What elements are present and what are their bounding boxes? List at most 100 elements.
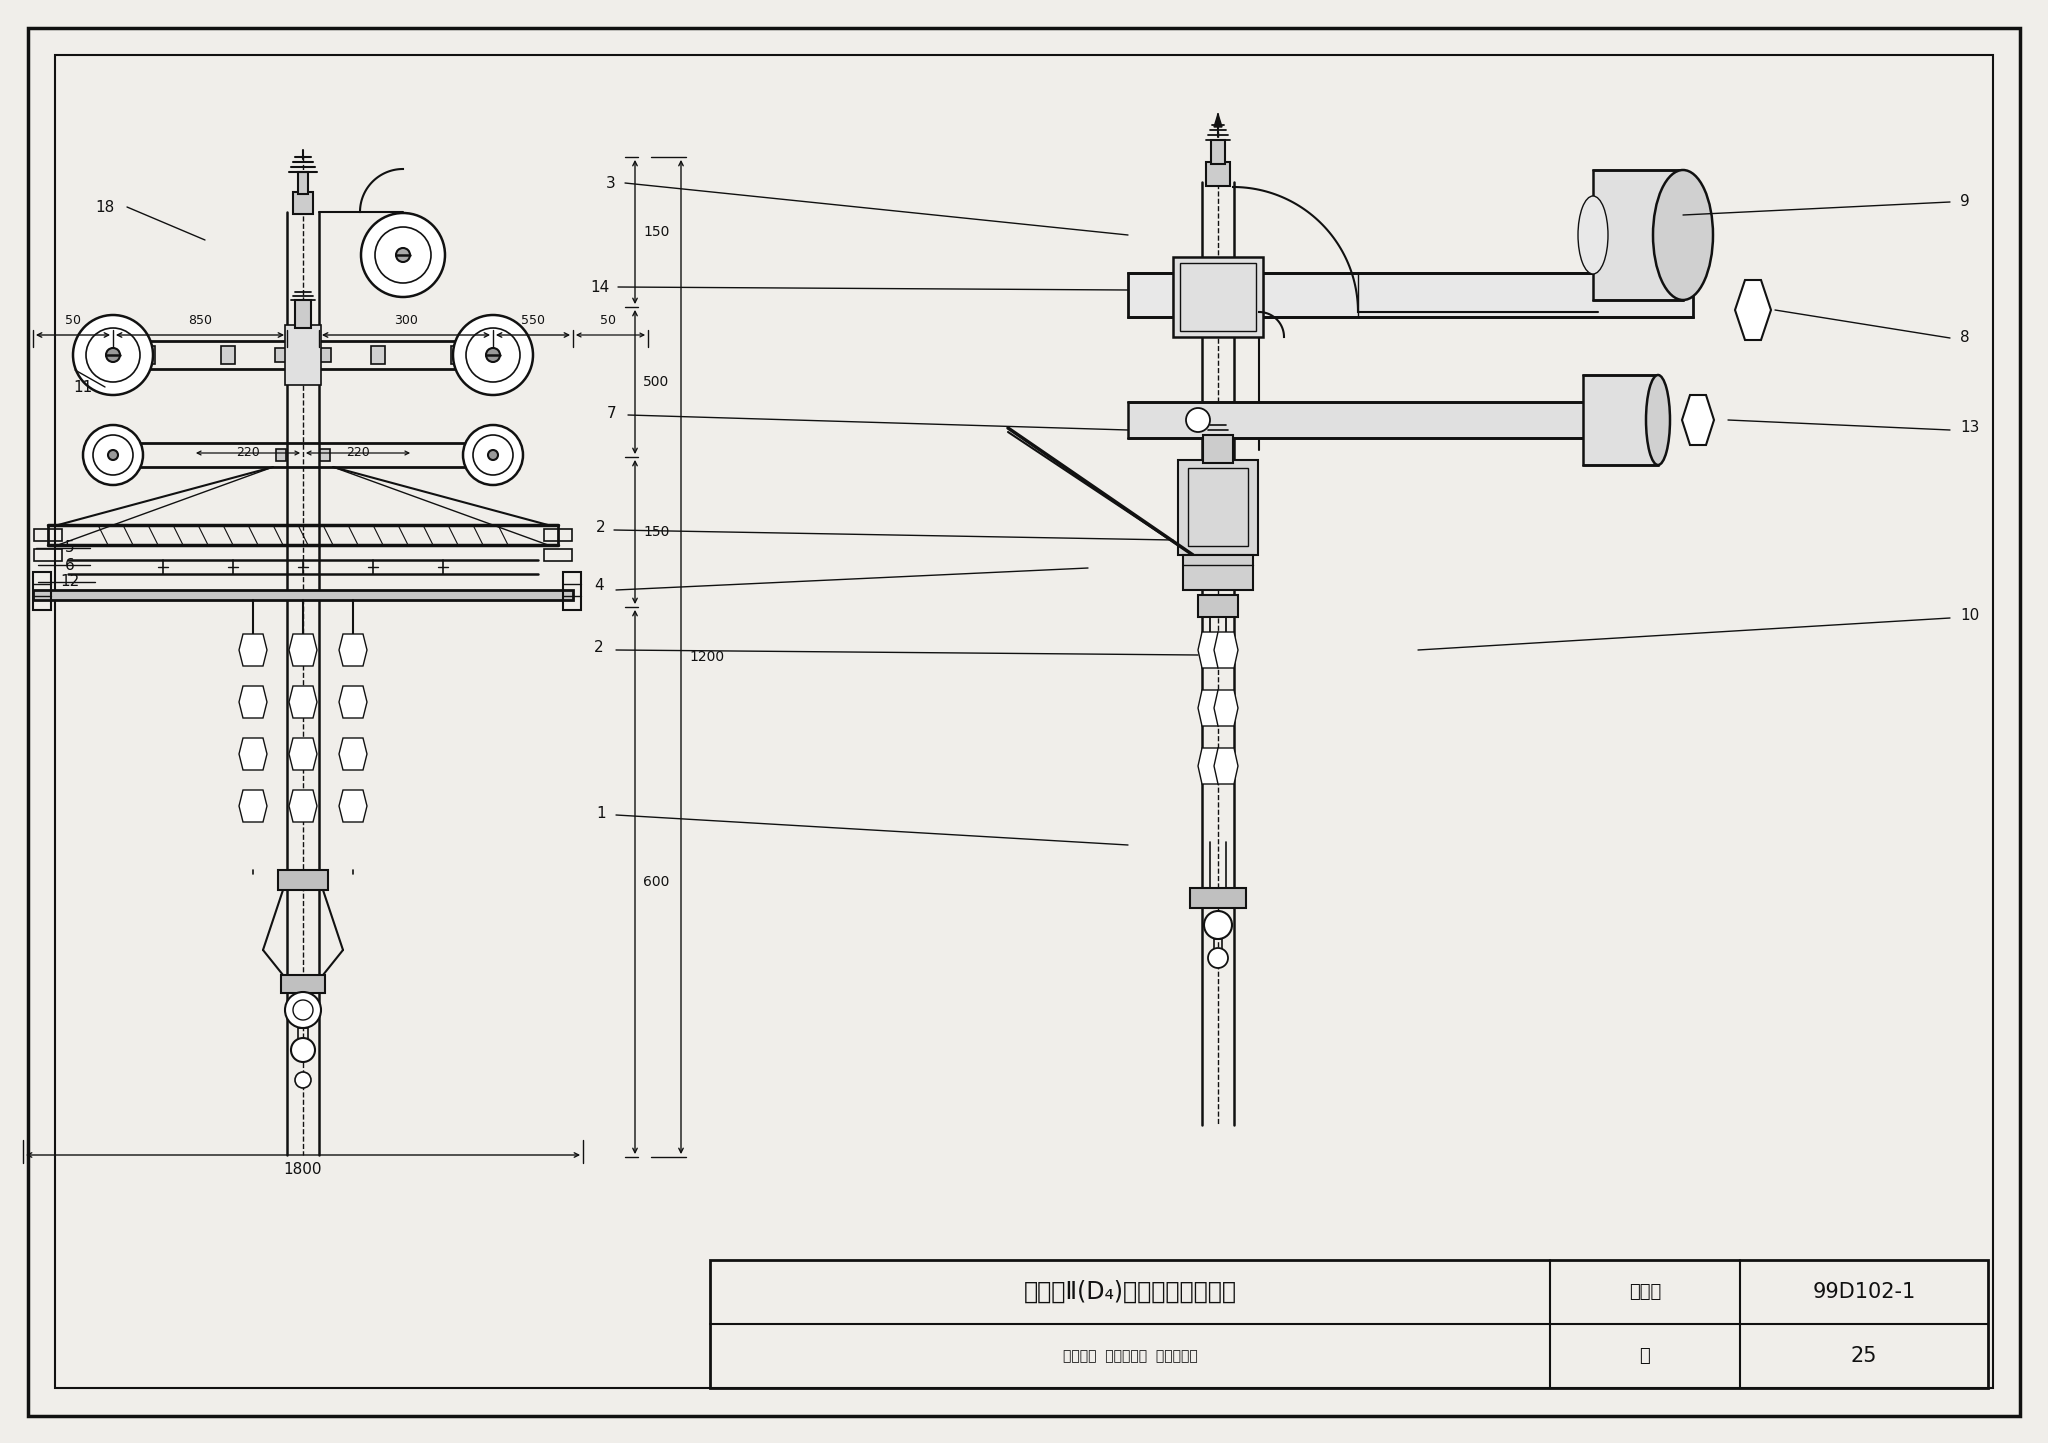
Bar [33,590,573,600]
Bar [1128,403,1667,439]
Text: 5: 5 [66,541,76,556]
Text: 850: 850 [188,315,213,328]
Text: 220: 220 [236,446,260,459]
Text: 8: 8 [1960,329,1970,345]
Circle shape [395,248,410,263]
Bar [299,172,307,193]
Bar [274,348,287,362]
Circle shape [473,434,512,475]
Polygon shape [1681,395,1714,444]
Text: 10: 10 [1960,609,1978,623]
Circle shape [360,214,444,297]
Text: 11: 11 [74,380,92,394]
Text: 9: 9 [1960,195,1970,209]
Ellipse shape [1749,299,1757,320]
Text: 550: 550 [520,315,545,328]
Polygon shape [340,633,367,667]
Polygon shape [340,737,367,771]
Text: 220: 220 [346,446,371,459]
Bar [1174,257,1264,338]
Text: 审核签名  校对刘天茜  设计王四方: 审核签名 校对刘天茜 设计王四方 [1063,1349,1198,1364]
Polygon shape [240,789,266,823]
Polygon shape [240,685,266,719]
Text: 13: 13 [1960,420,1978,436]
Text: 99D102-1: 99D102-1 [1812,1281,1915,1302]
Bar [141,346,156,364]
Polygon shape [1735,280,1772,341]
Circle shape [74,315,154,395]
Bar [545,530,571,541]
Circle shape [109,450,119,460]
Bar [1202,434,1233,463]
Bar [1180,263,1255,330]
Text: 6: 6 [66,557,76,573]
Bar [1593,170,1683,300]
Text: 1: 1 [596,805,606,821]
Bar [221,346,236,364]
Text: 12: 12 [59,574,80,590]
Ellipse shape [1653,170,1712,300]
Text: 600: 600 [643,874,670,889]
Polygon shape [289,633,317,667]
Text: 7: 7 [606,405,616,420]
Circle shape [487,450,498,460]
Circle shape [467,328,520,382]
Polygon shape [1214,747,1237,784]
Text: 1800: 1800 [285,1162,322,1176]
Circle shape [485,348,500,362]
Bar [279,870,328,890]
Ellipse shape [1647,375,1669,465]
Circle shape [295,1072,311,1088]
Polygon shape [1198,690,1223,726]
Text: 14: 14 [590,280,608,294]
Text: 3: 3 [606,176,616,190]
Bar [711,1260,1989,1388]
Bar [319,449,330,460]
Circle shape [463,426,522,485]
Bar [545,548,571,561]
Polygon shape [1198,632,1223,668]
Circle shape [453,315,532,395]
Circle shape [375,227,430,283]
Text: 25: 25 [1851,1346,1878,1367]
Polygon shape [289,789,317,823]
Ellipse shape [1579,196,1608,274]
Bar [295,300,311,328]
Text: 1200: 1200 [688,649,725,664]
Bar [299,1027,307,1040]
Text: 300: 300 [393,315,418,328]
Bar [563,571,582,610]
Circle shape [84,426,143,485]
Bar [1214,939,1223,949]
Text: 500: 500 [643,375,670,390]
Bar [1128,273,1694,317]
Polygon shape [240,633,266,667]
Bar [1206,162,1231,186]
Bar [1178,460,1257,556]
Circle shape [106,348,121,362]
Circle shape [92,434,133,475]
Polygon shape [1214,632,1237,668]
Bar [35,530,61,541]
Bar [1188,468,1247,545]
Text: 4: 4 [594,577,604,593]
Bar [293,192,313,214]
Bar [1210,140,1225,165]
Polygon shape [1198,747,1223,784]
Bar [33,571,51,610]
Bar [285,325,322,385]
Text: 150: 150 [643,525,670,540]
Circle shape [1208,948,1229,968]
Bar [1190,887,1245,908]
Circle shape [86,328,139,382]
Text: 页: 页 [1640,1346,1651,1365]
Text: 18: 18 [96,199,115,215]
Bar [1583,375,1659,465]
Bar [35,548,61,561]
Polygon shape [240,737,266,771]
Text: 50: 50 [66,315,82,328]
Text: 2: 2 [596,521,606,535]
Circle shape [285,991,322,1027]
Circle shape [1204,911,1233,939]
Text: 图集号: 图集号 [1628,1283,1661,1302]
